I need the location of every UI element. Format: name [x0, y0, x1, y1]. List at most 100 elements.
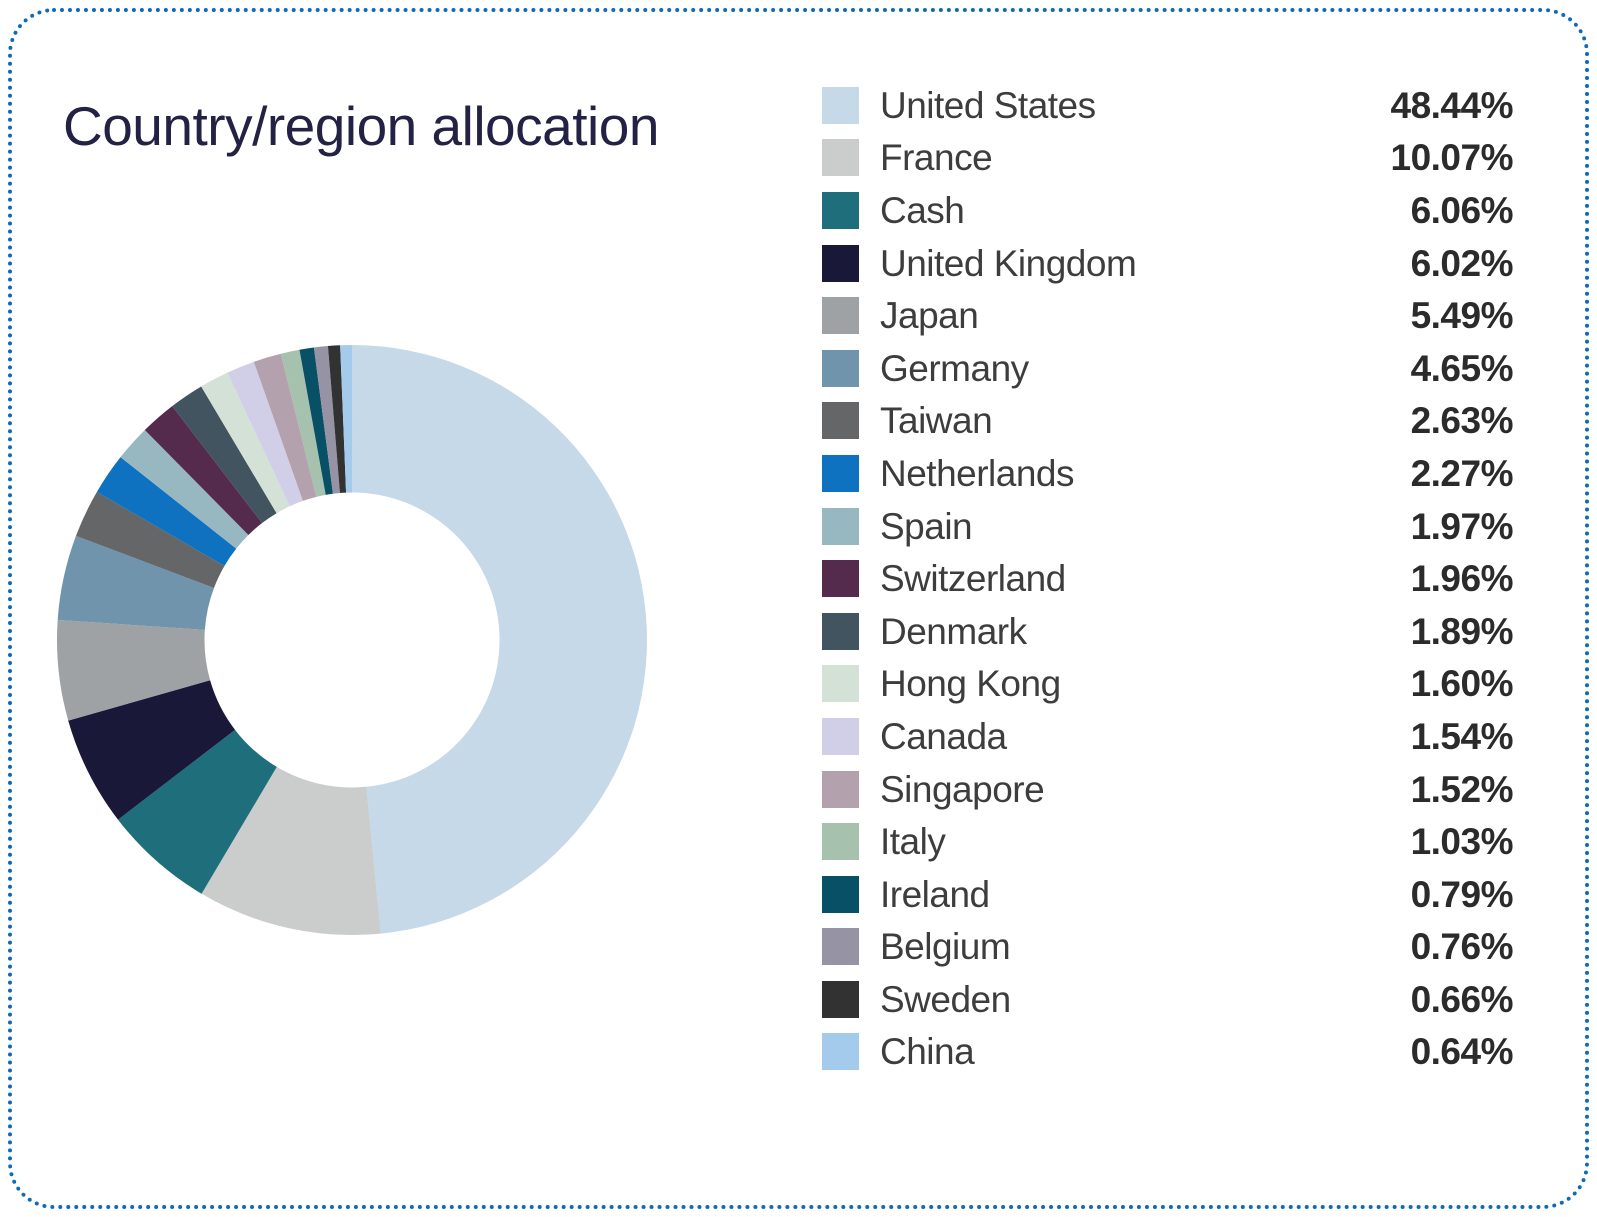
- donut-segment-spain: [120, 429, 249, 549]
- legend-item-united-states: United States 48.44%: [822, 79, 1513, 132]
- legend-swatch-icon: [822, 560, 859, 598]
- legend-value: 1.97%: [1410, 505, 1514, 547]
- legend-item-denmark: Denmark 1.89%: [822, 605, 1514, 658]
- legend-item-taiwan: Taiwan 2.63%: [822, 395, 1514, 448]
- legend-swatch-icon: [822, 86, 859, 124]
- legend-swatch-icon: [822, 191, 859, 229]
- country-allocation-donut-chart: [57, 345, 647, 935]
- legend-value: 6.02%: [1410, 242, 1514, 284]
- legend-value: 2.27%: [1410, 452, 1514, 494]
- legend-label: Denmark: [880, 610, 1027, 652]
- donut-segment-taiwan: [75, 491, 225, 588]
- legend-value: 4.65%: [1410, 347, 1514, 389]
- legend-label: Hong Kong: [880, 663, 1061, 705]
- legend-value: 2.63%: [1410, 400, 1514, 442]
- legend-item-hong-kong: Hong Kong 1.60%: [822, 658, 1514, 711]
- legend-label: Sweden: [880, 978, 1011, 1020]
- donut-segment-china: [340, 345, 352, 493]
- donut-segment-united-kingdom: [68, 680, 236, 820]
- legend-label: Taiwan: [880, 400, 993, 442]
- legend-item-united-kingdom: United Kingdom 6.02%: [822, 237, 1514, 290]
- legend-swatch-icon: [822, 454, 859, 492]
- legend-value: 0.64%: [1410, 1031, 1514, 1073]
- legend-label: United States: [880, 84, 1096, 126]
- legend-label: Ireland: [880, 873, 990, 915]
- donut-segment-denmark: [172, 386, 277, 524]
- legend-swatch-icon: [822, 612, 859, 650]
- legend-swatch-icon: [822, 402, 859, 440]
- legend-label: Singapore: [880, 768, 1045, 810]
- legend-label: Switzerland: [880, 558, 1066, 600]
- country-allocation-card: Country/region allocation United States 4…: [8, 8, 1589, 1209]
- legend-item-switzerland: Switzerland 1.96%: [822, 552, 1514, 605]
- legend-value: 6.06%: [1410, 189, 1514, 231]
- legend-swatch-icon: [822, 823, 859, 861]
- donut-segment-switzerland: [144, 406, 263, 535]
- legend-swatch-icon: [822, 1033, 859, 1071]
- legend-item-netherlands: Netherlands 2.27%: [822, 447, 1514, 500]
- legend-value: 5.49%: [1410, 295, 1514, 337]
- legend-item-france: France 10.07%: [822, 132, 1513, 185]
- legend-label: France: [880, 137, 993, 179]
- legend-swatch-icon: [822, 980, 859, 1018]
- donut-segment-cash: [118, 729, 277, 894]
- legend-item-canada: Canada 1.54%: [822, 710, 1514, 763]
- legend-label: Italy: [880, 821, 946, 863]
- legend-item-spain: Spain 1.97%: [822, 500, 1514, 553]
- legend-label: Netherlands: [880, 452, 1075, 494]
- legend-value: 1.89%: [1410, 610, 1514, 652]
- legend-value: 1.60%: [1410, 663, 1514, 705]
- legend-value: 48.44%: [1390, 84, 1514, 126]
- legend-swatch-icon: [822, 875, 859, 913]
- legend-label: Canada: [880, 715, 1007, 757]
- legend-value: 1.52%: [1410, 768, 1514, 810]
- legend-value: 1.54%: [1410, 715, 1514, 757]
- legend-swatch-icon: [822, 928, 859, 966]
- legend-swatch-icon: [822, 717, 859, 755]
- legend-item-ireland: Ireland 0.79%: [822, 868, 1514, 921]
- legend-label: Belgium: [880, 926, 1011, 968]
- legend-label: China: [880, 1031, 975, 1073]
- donut-segment-sweden: [327, 345, 347, 493]
- legend-item-singapore: Singapore 1.52%: [822, 763, 1514, 816]
- donut-segment-united-states: [352, 345, 647, 934]
- legend-swatch-icon: [822, 349, 859, 387]
- donut-segment-ireland: [299, 347, 333, 495]
- legend-label: Germany: [880, 347, 1029, 389]
- donut-segment-italy: [280, 349, 326, 497]
- legend-item-italy: Italy 1.03%: [822, 815, 1514, 868]
- legend-item-cash: Cash 6.06%: [822, 184, 1514, 237]
- legend-swatch-icon: [822, 297, 859, 335]
- page-title: Country/region allocation: [63, 95, 659, 157]
- legend-swatch-icon: [822, 665, 859, 703]
- legend-item-china: China 0.64%: [822, 1026, 1514, 1079]
- legend-swatch-icon: [822, 507, 859, 545]
- legend-label: Cash: [880, 189, 965, 231]
- donut-segment-hong-kong: [201, 372, 290, 514]
- legend: United States 48.44% France 10.07% Cash 6.06%…: [822, 79, 1514, 1079]
- legend-label: Japan: [880, 295, 979, 337]
- legend-item-belgium: Belgium 0.76%: [822, 921, 1514, 974]
- donut-segment-germany: [57, 535, 214, 630]
- donut-segment-canada: [227, 361, 303, 507]
- donut-segment-france: [201, 766, 381, 935]
- legend-swatch-icon: [822, 139, 859, 177]
- donut-segment-belgium: [313, 345, 340, 494]
- legend-value: 0.79%: [1410, 873, 1514, 915]
- donut-segment-japan: [57, 619, 211, 721]
- legend-item-germany: Germany 4.65%: [822, 342, 1514, 395]
- legend-swatch-icon: [822, 244, 859, 282]
- donut-segment-singapore: [253, 353, 317, 501]
- legend-item-japan: Japan 5.49%: [822, 289, 1514, 342]
- legend-swatch-icon: [822, 770, 859, 808]
- legend-value: 0.76%: [1410, 926, 1514, 968]
- legend-value: 1.96%: [1410, 558, 1514, 600]
- legend-label: United Kingdom: [880, 242, 1137, 284]
- legend-value: 10.07%: [1390, 137, 1514, 179]
- legend-label: Spain: [880, 505, 973, 547]
- legend-value: 1.03%: [1410, 821, 1514, 863]
- legend-value: 0.66%: [1410, 978, 1514, 1020]
- legend-item-sweden: Sweden 0.66%: [822, 973, 1514, 1026]
- donut-segment-netherlands: [96, 457, 237, 566]
